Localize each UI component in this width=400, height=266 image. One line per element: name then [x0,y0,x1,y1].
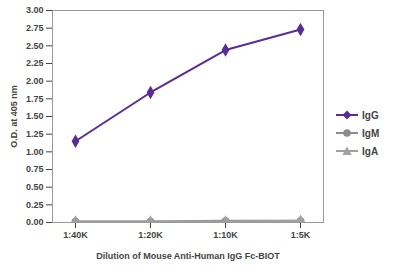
svg-text:0.50: 0.50 [26,182,44,192]
html-text:IgM: IgM [362,127,380,139]
svg-text:2.00: 2.00 [26,76,44,86]
svg-text:1:10K: 1:10K [213,230,238,240]
svg-text:0.75: 0.75 [26,164,44,174]
svg-text:3.00: 3.00 [26,5,44,15]
html-text:IgG: IgG [362,109,379,121]
svg-text:Dilution of Mouse Anti-Human I: Dilution of Mouse Anti-Human IgG Fc-BIOT [96,251,280,261]
svg-text:1.00: 1.00 [26,147,44,157]
svg-text:1.25: 1.25 [26,129,44,139]
svg-text:1:40K: 1:40K [63,230,88,240]
svg-text:O.D. at 405 nm: O.D. at 405 nm [9,85,19,148]
svg-text:1:5K: 1:5K [291,230,311,240]
svg-text:0.25: 0.25 [26,200,44,210]
svg-text:2.50: 2.50 [26,41,44,51]
svg-text:1.75: 1.75 [26,94,44,104]
svg-text:1:20K: 1:20K [138,230,163,240]
svg-text:0.00: 0.00 [26,217,44,227]
svg-text:1.50: 1.50 [26,111,44,121]
html-text:IgA: IgA [362,145,379,157]
svg-text:2.75: 2.75 [26,23,44,33]
svg-text:2.25: 2.25 [26,58,44,68]
